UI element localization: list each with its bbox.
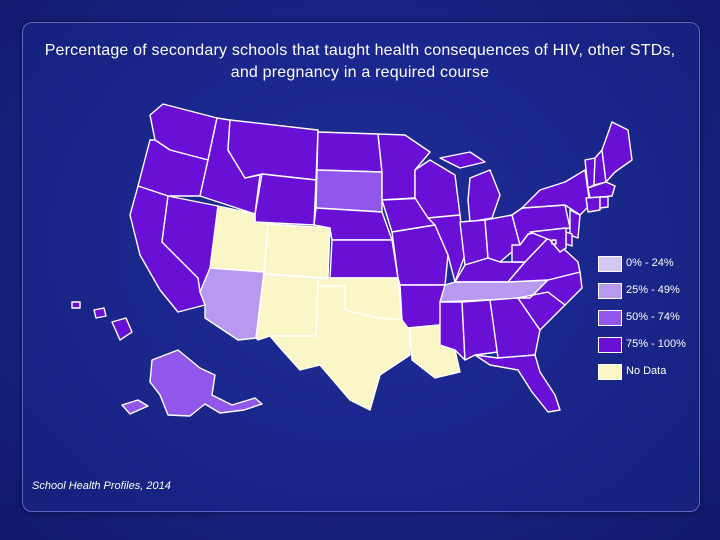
state-ME [601, 121, 633, 183]
legend-label: No Data [626, 365, 667, 377]
state-MT [227, 119, 319, 181]
state-SD [315, 169, 383, 213]
state-WY [254, 173, 317, 226]
state-DC [551, 239, 557, 245]
state-CO [263, 223, 331, 279]
legend-label: 75% - 100% [626, 338, 686, 350]
legend-swatch [598, 283, 622, 299]
state-WI [414, 159, 461, 219]
state-KS [329, 239, 399, 279]
source-citation: School Health Profiles, 2014 [32, 480, 171, 492]
state-TX [269, 285, 411, 411]
state-AK [121, 349, 263, 417]
state-ND [316, 131, 383, 173]
state-CT [585, 196, 601, 213]
legend-label: 0% - 24% [626, 257, 674, 269]
state-AR [399, 284, 446, 329]
state-MA [587, 181, 616, 199]
legend-item: 0% - 24% [598, 254, 708, 281]
legend-swatch [598, 337, 622, 353]
map-title: Percentage of secondary schools that tau… [44, 42, 676, 81]
state-RI [599, 196, 609, 209]
legend-item: No Data [598, 362, 708, 389]
state-AL [461, 299, 499, 361]
state-NM [255, 273, 319, 341]
state-IN [459, 219, 489, 266]
state-FL [474, 354, 561, 413]
state-NJ [569, 209, 581, 239]
legend: 0% - 24% 25% - 49% 50% - 74% 75% - 100% … [598, 254, 708, 389]
legend-item: 75% - 100% [598, 335, 708, 362]
state-DE [565, 231, 573, 247]
state-MD [529, 227, 567, 253]
legend-swatch [598, 256, 622, 272]
state-AZ [199, 267, 265, 341]
legend-label: 25% - 49% [626, 284, 680, 296]
legend-swatch [598, 364, 622, 380]
state-OH [484, 214, 521, 263]
legend-swatch [598, 310, 622, 326]
state-HI [71, 301, 133, 341]
legend-item: 25% - 49% [598, 281, 708, 308]
legend-label: 50% - 74% [626, 311, 680, 323]
legend-item: 50% - 74% [598, 308, 708, 335]
